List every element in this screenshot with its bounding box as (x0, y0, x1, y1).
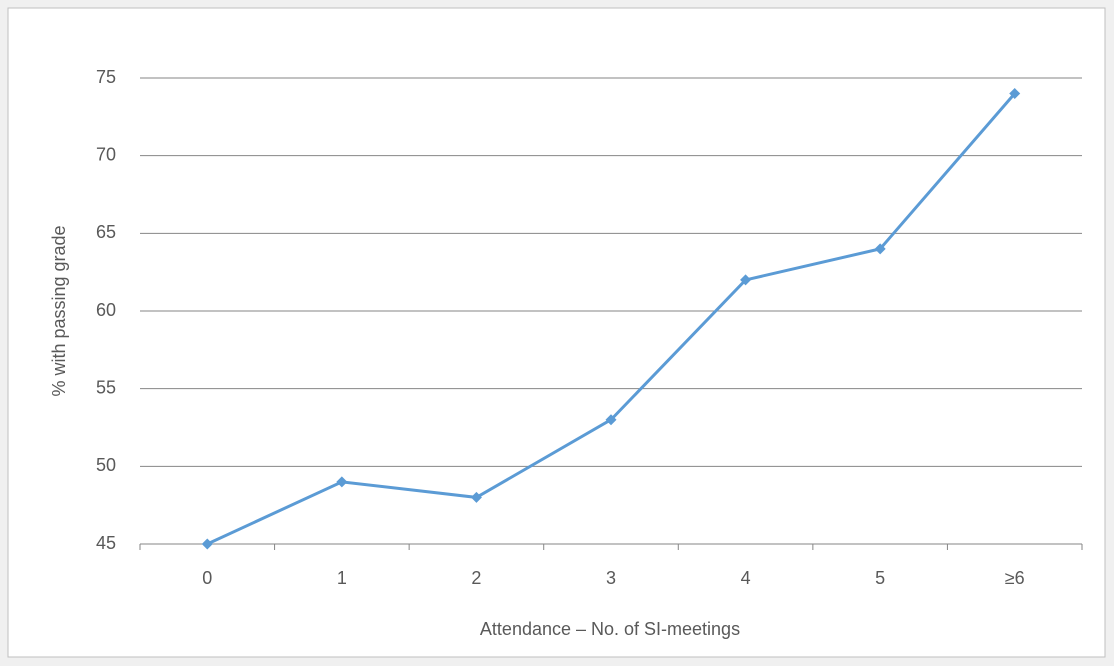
x-tick-label: 1 (337, 568, 347, 588)
data-point (605, 414, 617, 426)
data-point (740, 274, 752, 286)
y-tick-label: 75 (96, 67, 116, 87)
y-tick-label: 65 (96, 222, 116, 242)
y-tick-label: 70 (96, 144, 116, 164)
data-point (336, 476, 348, 488)
chart-background (7, 7, 1106, 658)
data-point (874, 243, 886, 255)
y-tick-label: 55 (96, 377, 116, 397)
data-point (201, 538, 213, 550)
x-tick-label: ≥6 (1005, 568, 1025, 588)
x-axis-title: Attendance – No. of SI-meetings (480, 619, 740, 639)
data-point (1009, 88, 1021, 100)
x-tick-label: 2 (471, 568, 481, 588)
x-tick-label: 0 (202, 568, 212, 588)
x-tick-label: 4 (741, 568, 751, 588)
y-tick-label: 45 (96, 533, 116, 553)
x-tick-label: 5 (875, 568, 885, 588)
x-tick-label: 3 (606, 568, 616, 588)
y-tick-label: 60 (96, 300, 116, 320)
data-point (470, 491, 482, 503)
y-tick-label: 50 (96, 455, 116, 475)
y-axis-title: % with passing grade (49, 225, 69, 396)
